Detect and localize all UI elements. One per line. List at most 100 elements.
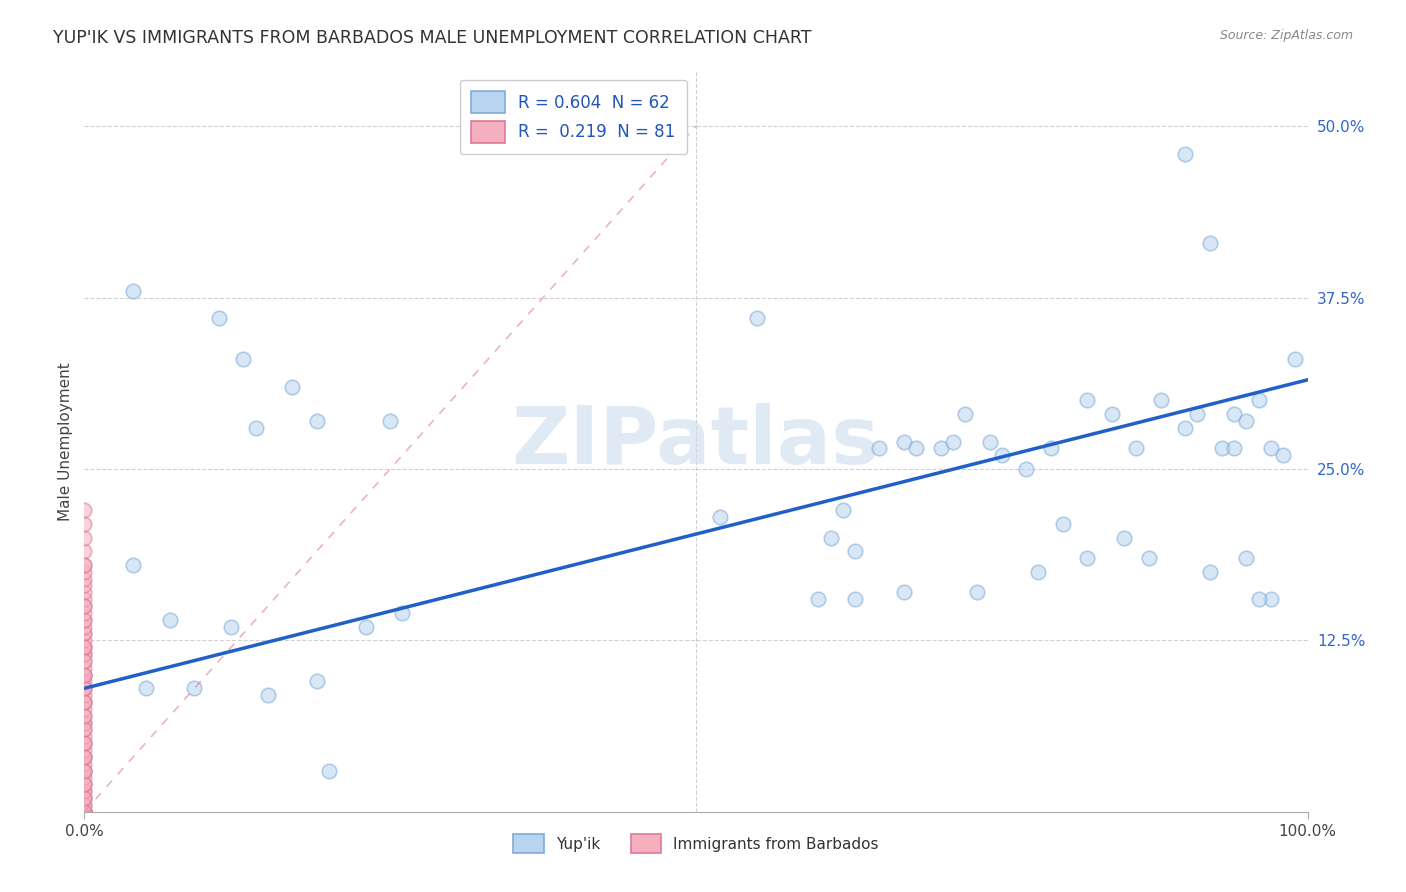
- Point: [73, 626, 96, 640]
- Point: [73, 640, 96, 655]
- Point: [73, 715, 96, 730]
- Point: [1187, 407, 1209, 421]
- Point: [893, 585, 915, 599]
- Point: [73, 764, 96, 778]
- Point: [73, 784, 96, 798]
- Point: [953, 407, 976, 421]
- Point: [73, 633, 96, 648]
- Point: [73, 531, 96, 545]
- Point: [73, 558, 96, 572]
- Point: [73, 791, 96, 805]
- Point: [1076, 393, 1098, 408]
- Point: [73, 736, 96, 750]
- Point: [73, 572, 96, 586]
- Point: [73, 695, 96, 709]
- Point: [73, 702, 96, 716]
- Point: [73, 626, 96, 640]
- Point: [73, 565, 96, 579]
- Text: Source: ZipAtlas.com: Source: ZipAtlas.com: [1219, 29, 1353, 42]
- Point: [281, 380, 304, 394]
- Point: [73, 667, 96, 681]
- Point: [73, 544, 96, 558]
- Point: [73, 592, 96, 607]
- Point: [73, 619, 96, 633]
- Point: [73, 640, 96, 655]
- Point: [869, 442, 891, 456]
- Point: [305, 414, 328, 428]
- Point: [73, 681, 96, 696]
- Point: [1198, 235, 1220, 250]
- Point: [73, 640, 96, 655]
- Point: [73, 784, 96, 798]
- Point: [1211, 442, 1233, 456]
- Point: [354, 619, 377, 633]
- Point: [73, 771, 96, 785]
- Point: [1284, 352, 1306, 367]
- Point: [844, 592, 866, 607]
- Point: [73, 667, 96, 681]
- Point: [73, 503, 96, 517]
- Point: [73, 805, 96, 819]
- Point: [844, 544, 866, 558]
- Legend: Yup'ik, Immigrants from Barbados: Yup'ik, Immigrants from Barbados: [508, 828, 884, 860]
- Point: [1076, 551, 1098, 566]
- Point: [807, 592, 830, 607]
- Point: [73, 674, 96, 689]
- Point: [73, 756, 96, 771]
- Point: [73, 661, 96, 675]
- Point: [73, 797, 96, 812]
- Point: [1223, 442, 1246, 456]
- Point: [73, 613, 96, 627]
- Point: [1260, 592, 1282, 607]
- Point: [73, 606, 96, 620]
- Point: [979, 434, 1001, 449]
- Point: [73, 516, 96, 531]
- Point: [73, 750, 96, 764]
- Point: [159, 613, 181, 627]
- Point: [73, 777, 96, 791]
- Point: [73, 654, 96, 668]
- Point: [73, 681, 96, 696]
- Point: [73, 708, 96, 723]
- Point: [73, 695, 96, 709]
- Point: [73, 578, 96, 592]
- Point: [73, 805, 96, 819]
- Text: ZIPatlas: ZIPatlas: [512, 402, 880, 481]
- Point: [380, 414, 402, 428]
- Point: [942, 434, 965, 449]
- Point: [1247, 592, 1270, 607]
- Point: [73, 667, 96, 681]
- Point: [73, 654, 96, 668]
- Point: [1247, 393, 1270, 408]
- Point: [1272, 448, 1295, 462]
- Point: [73, 797, 96, 812]
- Point: [1028, 565, 1050, 579]
- Point: [73, 743, 96, 757]
- Point: [1236, 414, 1258, 428]
- Point: [73, 805, 96, 819]
- Point: [122, 284, 145, 298]
- Point: [73, 791, 96, 805]
- Point: [73, 805, 96, 819]
- Point: [245, 421, 267, 435]
- Point: [318, 764, 340, 778]
- Point: [929, 442, 952, 456]
- Point: [1114, 531, 1136, 545]
- Point: [1150, 393, 1173, 408]
- Point: [73, 805, 96, 819]
- Point: [73, 729, 96, 743]
- Point: [73, 777, 96, 791]
- Point: [232, 352, 254, 367]
- Point: [257, 688, 280, 702]
- Y-axis label: Male Unemployment: Male Unemployment: [58, 362, 73, 521]
- Point: [73, 764, 96, 778]
- Point: [73, 805, 96, 819]
- Point: [1101, 407, 1123, 421]
- Point: [135, 681, 157, 696]
- Point: [73, 558, 96, 572]
- Point: [73, 715, 96, 730]
- Point: [1039, 442, 1062, 456]
- Point: [1260, 442, 1282, 456]
- Point: [893, 434, 915, 449]
- Point: [73, 613, 96, 627]
